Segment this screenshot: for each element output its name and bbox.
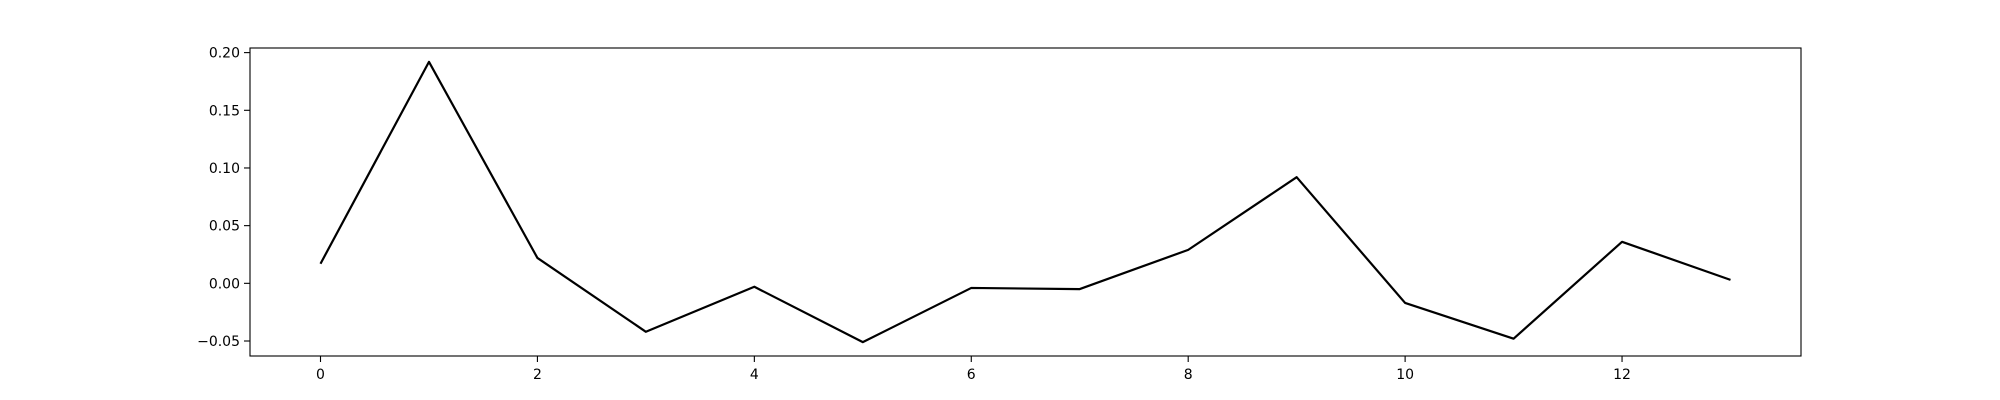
x-tick-label: 10	[1396, 367, 1414, 383]
y-tick-label: 0.10	[209, 161, 240, 177]
y-tick-label: 0.05	[209, 219, 240, 235]
x-tick-label: 8	[1184, 367, 1193, 383]
ticks-layer: 0 2 4 6 8 10 12 −0.05 0.00 0.05 0.10 0.15 0.20	[197, 46, 1631, 383]
series-layer	[319, 60, 1731, 344]
y-tick-label: −0.05	[197, 334, 240, 350]
y-tick-label: 0.15	[209, 103, 240, 119]
x-tick-label: 6	[967, 367, 976, 383]
y-tick-label: 0.00	[209, 276, 240, 292]
x-tick-label: 0	[316, 367, 325, 383]
y-tick-label: 0.20	[209, 46, 240, 62]
x-tick-label: 4	[750, 367, 759, 383]
x-tick-label: 2	[533, 367, 542, 383]
series-line	[319, 60, 1731, 344]
x-tick-label: 12	[1613, 367, 1631, 383]
plot-frame	[249, 47, 1802, 357]
